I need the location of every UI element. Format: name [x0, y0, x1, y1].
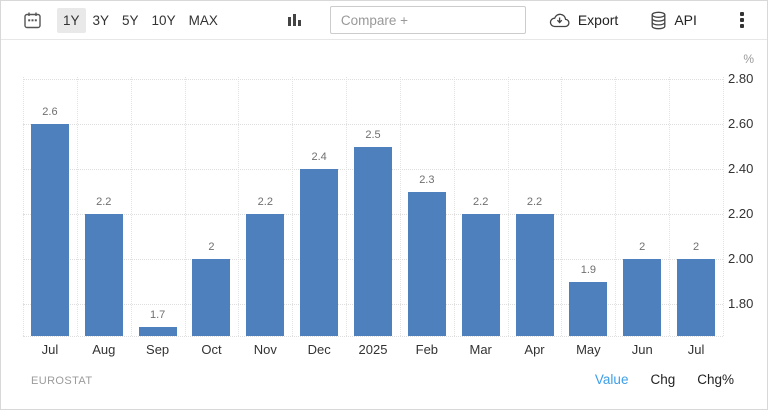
- bar-value-label: 2.2: [526, 196, 543, 209]
- y-axis-tick-label: 2.60: [728, 116, 754, 132]
- x-axis-tick-label: May: [576, 342, 601, 357]
- database-icon: [650, 11, 667, 30]
- vertical-gridline: [723, 77, 724, 336]
- bar-value-label: 1.7: [149, 308, 166, 321]
- bar-value-label: 2.2: [96, 196, 112, 209]
- chart-type-button[interactable]: [284, 10, 304, 30]
- y-axis-tick-label: 2.80: [728, 71, 754, 87]
- cloud-download-icon: [548, 12, 571, 29]
- export-button[interactable]: Export: [548, 12, 618, 29]
- bar-feb[interactable]: [407, 191, 446, 336]
- x-axis-tick-label: Feb: [415, 342, 439, 357]
- vertical-gridline: [184, 77, 186, 336]
- range-button-5y[interactable]: 5Y: [116, 8, 145, 33]
- vertical-gridline: [346, 77, 348, 336]
- vertical-gridline: [292, 77, 294, 336]
- bar-chart-icon: [285, 11, 303, 29]
- horizontal-gridline: [23, 79, 723, 81]
- y-axis-tick-label: 2.00: [728, 251, 754, 267]
- vertical-gridline: [507, 77, 509, 336]
- bar-value-label: 2.4: [311, 151, 327, 164]
- vertical-gridline: [453, 77, 455, 336]
- tab-chg-pct[interactable]: Chg%: [697, 372, 734, 387]
- bar-value-label: 2.6: [42, 106, 58, 119]
- series-mode-tabs: Value Chg Chg%: [595, 372, 734, 387]
- horizontal-gridline: [23, 124, 723, 126]
- x-axis-tick-label: Oct: [201, 342, 222, 357]
- tab-value[interactable]: Value: [594, 372, 629, 387]
- x-axis-tick-label: Nov: [253, 342, 277, 357]
- compare-input[interactable]: [329, 6, 526, 34]
- x-axis-tick-label: Mar: [469, 342, 492, 357]
- bar-value-label: 2: [693, 241, 700, 254]
- vertical-gridline: [130, 77, 132, 336]
- source-attribution: EUROSTAT: [31, 375, 93, 387]
- vertical-gridline: [76, 77, 78, 336]
- calendar-icon: [23, 11, 42, 30]
- x-axis-tick-label: Dec: [307, 342, 331, 357]
- more-options-button[interactable]: [734, 10, 750, 30]
- vertical-gridline: [238, 77, 240, 336]
- bar-value-label: 2.2: [257, 196, 273, 209]
- vertical-gridline: [23, 77, 24, 336]
- x-axis-tick-label: Jul: [687, 342, 705, 357]
- vertical-gridline: [615, 77, 617, 336]
- calendar-button[interactable]: [22, 10, 42, 30]
- toolbar: 1Y 3Y 5Y 10Y MAX: [1, 1, 767, 40]
- bar-nov[interactable]: [246, 214, 285, 336]
- vertical-gridline: [561, 77, 563, 336]
- bar-value-label: 2.2: [473, 196, 489, 209]
- range-button-max[interactable]: MAX: [183, 8, 224, 33]
- bar-value-label: 2: [208, 241, 215, 254]
- bar-aug[interactable]: [84, 214, 123, 336]
- bar-value-label: 1.9: [580, 263, 597, 276]
- bar-jun[interactable]: [623, 259, 662, 336]
- x-axis-tick-label: Apr: [524, 342, 545, 357]
- bar-dec[interactable]: [300, 169, 339, 336]
- y-axis-tick-label: 2.20: [728, 206, 754, 222]
- vertical-gridline: [669, 77, 671, 336]
- chart-footer: EUROSTAT Value Chg Chg%: [1, 369, 767, 409]
- range-button-3y[interactable]: 3Y: [87, 8, 116, 33]
- y-axis-tick-label: 1.80: [728, 296, 754, 312]
- api-button[interactable]: API: [650, 11, 697, 30]
- time-range-group: 1Y 3Y 5Y 10Y MAX: [57, 7, 224, 33]
- tab-chg[interactable]: Chg: [650, 372, 676, 387]
- x-axis-baseline: [23, 336, 723, 337]
- x-axis-tick-label: Sep: [146, 342, 170, 357]
- bar-value-label: 2.5: [365, 128, 381, 141]
- bar-mar[interactable]: [461, 214, 500, 336]
- bar-sep[interactable]: [138, 326, 177, 336]
- bar-2025[interactable]: [354, 146, 392, 336]
- x-axis-tick-label: Aug: [92, 342, 116, 357]
- bar-apr[interactable]: [515, 214, 554, 336]
- range-button-1y[interactable]: 1Y: [57, 7, 86, 33]
- vertical-gridline: [399, 77, 401, 336]
- range-button-10y[interactable]: 10Y: [146, 8, 182, 33]
- kebab-menu-icon: [740, 12, 744, 16]
- bar-value-label: 2: [639, 241, 646, 254]
- x-axis-tick-label: Jun: [631, 342, 653, 357]
- bar-chart: 1.80 2.00 2.20 2.40 2.60 2.80% 2.6 Jul 2.2 Aug 1.7…: [1, 40, 767, 369]
- bar-jul[interactable]: [677, 259, 716, 336]
- y-axis-unit-label: %: [743, 52, 754, 66]
- api-label: API: [674, 12, 697, 28]
- bar-jul[interactable]: [30, 124, 69, 336]
- bar-may[interactable]: [569, 281, 608, 336]
- y-axis-tick-label: 2.40: [728, 161, 754, 177]
- bar-oct[interactable]: [192, 259, 231, 336]
- bar-value-label: 2.3: [419, 173, 435, 186]
- x-axis-tick-label: Jul: [41, 342, 59, 357]
- export-label: Export: [577, 12, 619, 28]
- x-axis-tick-label: 2025: [358, 342, 388, 357]
